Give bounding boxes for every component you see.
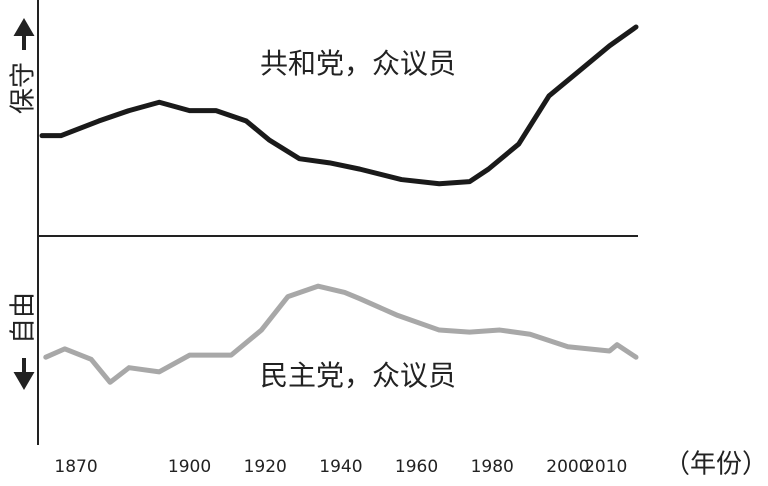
x-tick-label: 2000: [546, 457, 589, 477]
x-tick-label: 2010: [584, 457, 627, 477]
series-line: [39, 24, 639, 187]
series-label: 民主党，众议员: [260, 359, 456, 392]
x-tick-label: 1870: [54, 457, 97, 477]
x-tick-label: 1940: [319, 457, 362, 477]
up-arrow: [13, 18, 35, 50]
series-line: [43, 283, 639, 385]
down-arrow: [13, 358, 35, 390]
y-label-top: 保守: [9, 62, 39, 114]
y-label-bottom: 自由: [9, 292, 39, 344]
series-label: 共和党，众议员: [260, 47, 456, 80]
x-tick-label: 1920: [244, 457, 287, 477]
x-axis-label: （年份）: [664, 450, 768, 480]
x-tick-label: 1980: [471, 457, 514, 477]
x-tick-label: 1900: [168, 457, 211, 477]
x-tick-label: 1960: [395, 457, 438, 477]
